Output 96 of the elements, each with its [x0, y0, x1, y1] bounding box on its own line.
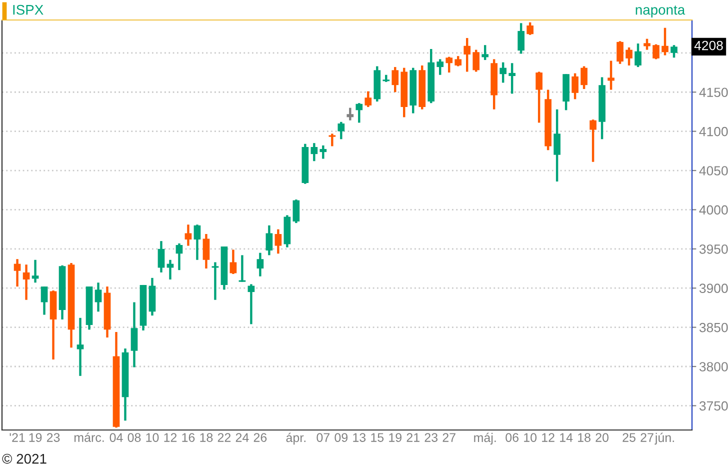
annotation: 4208 — [694, 40, 723, 50]
candlestick — [274, 228, 282, 255]
candlestick — [212, 261, 219, 301]
y-tick-label: 3950 — [699, 244, 728, 254]
candlestick — [184, 224, 192, 247]
candlestick — [536, 70, 542, 124]
x-tick-label: 27 — [640, 433, 654, 442]
x-tick-label: 15 — [371, 433, 384, 442]
x-tick-label: 23 — [424, 433, 438, 442]
x-tick-label: 12 — [164, 433, 177, 442]
candlestick — [158, 240, 165, 274]
y-tick-label: 3900 — [699, 284, 728, 294]
candlestick — [472, 48, 480, 73]
candlestick — [634, 42, 642, 68]
candlestick — [32, 258, 39, 284]
candlestick — [644, 38, 650, 51]
candlestick — [230, 248, 237, 276]
x-tick-label: 25 — [622, 433, 636, 442]
x-tick-label: 16 — [182, 433, 195, 442]
candlestick — [454, 54, 462, 68]
x-tick-label: 10 — [524, 433, 537, 442]
candlestick — [40, 285, 48, 316]
x-tick-label: 08 — [128, 433, 141, 442]
candlestick — [608, 60, 614, 91]
candlestick — [310, 142, 318, 162]
x-tick-label: máj. — [474, 432, 496, 445]
candlestick — [130, 301, 138, 368]
x-tick-label: 26 — [254, 433, 267, 442]
y-tick-label: 4150 — [699, 88, 728, 98]
chart-title: ISPX — [13, 4, 44, 15]
candlestick — [194, 224, 201, 261]
candlestick — [670, 44, 678, 59]
x-tick-label: 12 — [542, 433, 554, 442]
x-tick-label: ápr. — [286, 432, 306, 445]
candlestick — [266, 224, 273, 256]
candlestick — [554, 108, 560, 183]
candlestick — [616, 40, 624, 66]
candlestick — [338, 120, 345, 140]
candlestick — [652, 43, 660, 60]
candlestick — [464, 36, 471, 73]
candlestick — [14, 258, 21, 288]
candlestick — [22, 263, 30, 301]
candlestick — [626, 46, 632, 67]
x-tick-label: 22 — [218, 433, 231, 442]
candlestick — [500, 61, 506, 84]
candlestick — [94, 282, 102, 313]
candlestick — [356, 102, 363, 124]
x-tick-label: 13 — [353, 433, 366, 442]
x-tick-label: 19 — [389, 433, 402, 442]
y-tick-label: 3850 — [699, 322, 728, 332]
candlestick — [346, 106, 354, 122]
x-tick-label: 21 — [406, 433, 420, 442]
candlestick — [320, 144, 327, 160]
candlestick — [526, 21, 534, 36]
x-tick-label: 07 — [316, 433, 330, 442]
y-tick-label: 4100 — [699, 126, 728, 136]
candlestick — [248, 283, 255, 326]
chart-subtitle: naponta — [636, 6, 686, 18]
x-tick-label: 24 — [236, 433, 249, 442]
candlestick — [238, 254, 246, 283]
x-tick-label: 23 — [46, 433, 60, 442]
candlestick — [328, 132, 336, 148]
candlestick — [76, 316, 84, 378]
candlestick — [572, 72, 578, 100]
candlestick — [482, 44, 489, 62]
candlestick — [256, 252, 264, 278]
candlestick — [176, 242, 183, 272]
candlestick — [518, 22, 524, 55]
candlestick — [590, 118, 596, 164]
x-tick-label: 04 — [110, 433, 123, 442]
x-tick-label: 20 — [596, 433, 609, 442]
x-tick-label: 18 — [200, 433, 213, 442]
x-tick-label: 10 — [146, 433, 159, 442]
y-tick-label: 3750 — [699, 401, 728, 411]
candlestick — [202, 232, 210, 270]
x-tick-label: 06 — [506, 433, 518, 442]
candlestick — [662, 26, 668, 56]
candlestick — [364, 90, 372, 108]
x-tick-label: '21 — [10, 433, 25, 442]
x-tick-label: 19 — [29, 433, 42, 442]
candlestick — [392, 66, 399, 94]
x-tick-label: 14 — [560, 433, 573, 442]
x-tick-label: 09 — [334, 433, 348, 442]
x-tick-label: jún. — [654, 432, 674, 445]
candlestick — [292, 198, 300, 224]
x-tick-label: márc. — [74, 432, 104, 442]
candlestick — [580, 65, 588, 90]
y-tick-label: 4050 — [699, 166, 728, 176]
candlestick — [436, 58, 444, 76]
y-tick-label: 3800 — [699, 362, 728, 372]
x-tick-label: 18 — [578, 433, 590, 442]
candlestick — [446, 56, 453, 74]
x-tick-label: 27 — [442, 433, 456, 442]
y-tick-label: 4000 — [699, 205, 728, 215]
candlestick — [508, 62, 516, 95]
text: © 2021 — [2, 454, 46, 464]
